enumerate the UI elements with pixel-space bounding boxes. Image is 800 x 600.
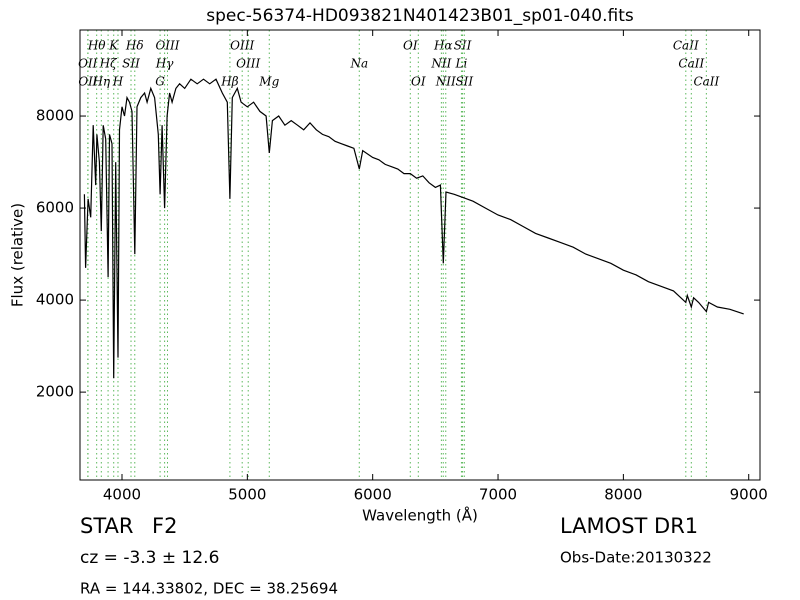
spectral-line-label: G <box>155 75 165 89</box>
spectral-line-label: NII <box>435 75 456 89</box>
spectral-line-label: CaII <box>673 39 699 53</box>
spectral-line-label: OI <box>403 39 418 53</box>
spectral-line-label: SII <box>455 75 473 89</box>
chart-title: spec-56374-HD093821N401423B01_sp01-040.f… <box>206 6 634 26</box>
y-tick-label: 2000 <box>36 383 74 401</box>
redshift: cz = -3.3 ± 12.6 <box>80 548 219 568</box>
spectral-line-label: OII <box>78 75 98 89</box>
star-subclass: F2 <box>152 514 177 538</box>
x-tick-label: 6000 <box>354 486 392 504</box>
y-tick-label: 4000 <box>36 291 74 309</box>
data-release: LAMOST DR1 <box>560 514 698 538</box>
spectral-line-label: Hγ <box>155 57 174 71</box>
spectral-line-label: SII <box>454 39 472 53</box>
plot-frame <box>79 29 761 481</box>
spectral-line-label: Mg <box>258 75 279 89</box>
spectral-line-label: Li <box>455 57 468 71</box>
spectral-line-label: SII <box>122 57 140 71</box>
x-tick-label: 7000 <box>479 486 517 504</box>
spectrum-line <box>83 78 744 379</box>
spectral-line-label: OIII <box>236 57 260 71</box>
y-tick-label: 6000 <box>36 199 74 217</box>
spectral-line-label: OII <box>78 57 98 71</box>
star-class: STAR <box>80 514 133 538</box>
spectral-line-label: Na <box>349 57 368 71</box>
spectral-line-label: Hη <box>91 75 110 89</box>
spectral-line-label: Hθ <box>87 39 106 53</box>
spectral-line-label: CaII <box>693 75 719 89</box>
spectral-line-label: Hβ <box>220 75 238 89</box>
spectral-line-label: Hα <box>433 39 453 53</box>
spectral-line-label: K <box>108 39 119 53</box>
y-axis-label: Flux (relative) <box>9 203 27 307</box>
spectral-line-label: NII <box>430 57 451 71</box>
spectral-line-label: OIII <box>155 39 179 53</box>
x-tick-label: 9000 <box>730 486 768 504</box>
spectral-line-label: Hζ <box>99 57 118 71</box>
spectral-line-label: CaII <box>678 57 704 71</box>
spectral-line-label: OIII <box>230 39 254 53</box>
spectral-line-label: H <box>112 75 124 89</box>
obs-date: Obs-Date:20130322 <box>560 549 712 567</box>
y-tick-label: 8000 <box>36 107 74 125</box>
spectral-line-label: OI <box>411 75 426 89</box>
x-axis-label: Wavelength (Å) <box>362 506 478 525</box>
x-tick-label: 4000 <box>103 486 141 504</box>
spectral-line-label: Hδ <box>125 39 144 53</box>
coordinates: RA = 144.33802, DEC = 38.25694 <box>80 580 338 598</box>
x-tick-label: 5000 <box>228 486 266 504</box>
x-tick-label: 8000 <box>604 486 642 504</box>
